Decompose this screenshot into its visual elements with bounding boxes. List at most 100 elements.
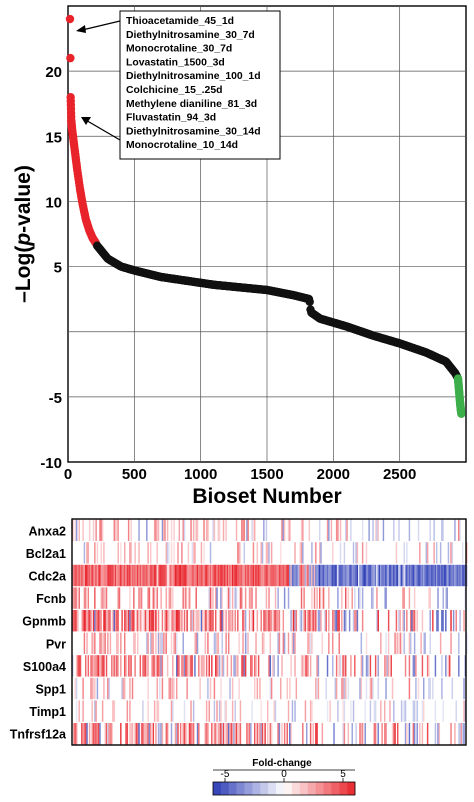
heatmap-cell bbox=[300, 610, 303, 632]
heatmap-cell bbox=[222, 519, 225, 541]
heatmap-cell bbox=[382, 564, 385, 587]
heatmap-cell bbox=[316, 723, 318, 745]
heatmap-cell bbox=[104, 610, 106, 632]
heatmap-cell bbox=[234, 610, 236, 632]
heatmap-cell bbox=[190, 610, 192, 632]
heatmap-cell bbox=[347, 587, 350, 609]
heatmap-cell bbox=[254, 655, 256, 677]
heatmap-cell bbox=[183, 610, 186, 632]
heatmap-cell bbox=[96, 542, 99, 564]
heatmap-cell bbox=[311, 700, 313, 722]
heatmap-cell bbox=[101, 700, 104, 722]
heatmap-cell bbox=[385, 677, 387, 700]
heatmap-cell bbox=[290, 655, 292, 677]
heatmap-cell bbox=[213, 564, 216, 587]
heatmap-cell bbox=[191, 542, 194, 564]
heatmap-cell bbox=[419, 542, 421, 564]
heatmap-cell bbox=[81, 610, 83, 632]
heatmap-cell bbox=[420, 632, 422, 654]
heatmap-cell bbox=[234, 655, 236, 677]
heatmap-cell bbox=[283, 564, 286, 587]
annotation-label: Monocrotaline_30_7d bbox=[126, 44, 232, 55]
heatmap-cell bbox=[300, 655, 303, 677]
heatmap-cell bbox=[85, 564, 87, 587]
heatmap-cell bbox=[390, 655, 392, 677]
heatmap-cell bbox=[148, 587, 151, 609]
heatmap-cell bbox=[463, 700, 465, 722]
heatmap-cell bbox=[218, 519, 221, 541]
heatmap-cell bbox=[100, 610, 103, 632]
heatmap-cell bbox=[257, 655, 260, 677]
heatmap-cell bbox=[246, 564, 248, 587]
heatmap-cell bbox=[108, 677, 110, 700]
heatmap-cell bbox=[211, 610, 213, 632]
heatmap-cell bbox=[257, 723, 260, 745]
heatmap-cell bbox=[113, 519, 116, 541]
annotation-arrowhead-top bbox=[76, 25, 86, 33]
heatmap-cell bbox=[295, 610, 298, 632]
heatmap-cell bbox=[229, 677, 231, 700]
heatmap-cell bbox=[192, 564, 195, 587]
heatmap-cell bbox=[156, 677, 158, 700]
heatmap-cell bbox=[316, 587, 318, 609]
heatmap-cell bbox=[200, 655, 203, 677]
y-tick-label: -10 bbox=[40, 455, 62, 472]
heatmap-cell bbox=[91, 700, 93, 722]
heatmap-cell bbox=[124, 655, 126, 677]
heatmap-cell bbox=[139, 610, 142, 632]
heatmap-cell bbox=[72, 519, 74, 541]
heatmap-cell bbox=[209, 542, 212, 564]
heatmap-cell bbox=[220, 723, 222, 745]
heatmap-cell bbox=[90, 610, 92, 632]
heatmap-cell bbox=[326, 564, 329, 587]
heatmap-cell bbox=[377, 677, 379, 700]
heatmap-cell bbox=[107, 632, 109, 654]
heatmap-cell bbox=[439, 632, 442, 654]
heatmap-cell bbox=[138, 723, 140, 745]
heatmap-cell bbox=[156, 564, 158, 587]
colorbar-segment bbox=[260, 782, 269, 795]
heatmap-cell bbox=[315, 542, 317, 564]
heatmap-cell bbox=[92, 519, 95, 541]
heatmap-cell bbox=[235, 723, 238, 745]
heatmap-cell bbox=[146, 723, 148, 745]
heatmap-cell bbox=[268, 564, 270, 587]
heatmap-cell bbox=[157, 632, 160, 654]
heatmap-cell bbox=[217, 564, 220, 587]
heatmap-cell bbox=[142, 655, 144, 677]
heatmap-cell bbox=[303, 564, 305, 587]
heatmap-cell bbox=[239, 723, 242, 745]
heatmap-cell bbox=[151, 610, 153, 632]
heatmap-cell bbox=[315, 564, 317, 587]
heatmap-cell bbox=[74, 677, 77, 700]
heatmap-cell bbox=[120, 542, 122, 564]
heatmap-cell bbox=[332, 610, 334, 632]
heatmap-cell bbox=[412, 700, 415, 722]
heatmap-cell bbox=[317, 610, 320, 632]
heatmap-cell bbox=[126, 564, 129, 587]
heatmap-cell bbox=[332, 655, 334, 677]
heatmap-cell bbox=[126, 610, 129, 632]
heatmap-cell bbox=[147, 632, 149, 654]
heatmap-cell bbox=[195, 632, 197, 654]
heatmap-cell bbox=[265, 564, 268, 587]
heatmap-cell bbox=[350, 655, 352, 677]
heatmap-cell bbox=[335, 519, 338, 541]
heatmap-cell bbox=[439, 564, 442, 587]
x-tick-label: 500 bbox=[122, 466, 147, 483]
heatmap-cell bbox=[393, 564, 395, 587]
heatmap-cell bbox=[109, 564, 112, 587]
heatmap-cell bbox=[203, 655, 205, 677]
heatmap-cell bbox=[373, 723, 376, 745]
heatmap-cell bbox=[74, 587, 77, 609]
heatmap-cell bbox=[144, 610, 147, 632]
colorbar-segment bbox=[252, 782, 261, 795]
heatmap-cell bbox=[161, 519, 164, 541]
heatmap-cell bbox=[339, 655, 342, 677]
heatmap-cell bbox=[429, 632, 431, 654]
heatmap-cell bbox=[176, 610, 178, 632]
heatmap-cell bbox=[196, 610, 199, 632]
heatmap-cell bbox=[170, 632, 173, 654]
heatmap-cell bbox=[207, 632, 209, 654]
heatmap-cell bbox=[259, 564, 261, 587]
